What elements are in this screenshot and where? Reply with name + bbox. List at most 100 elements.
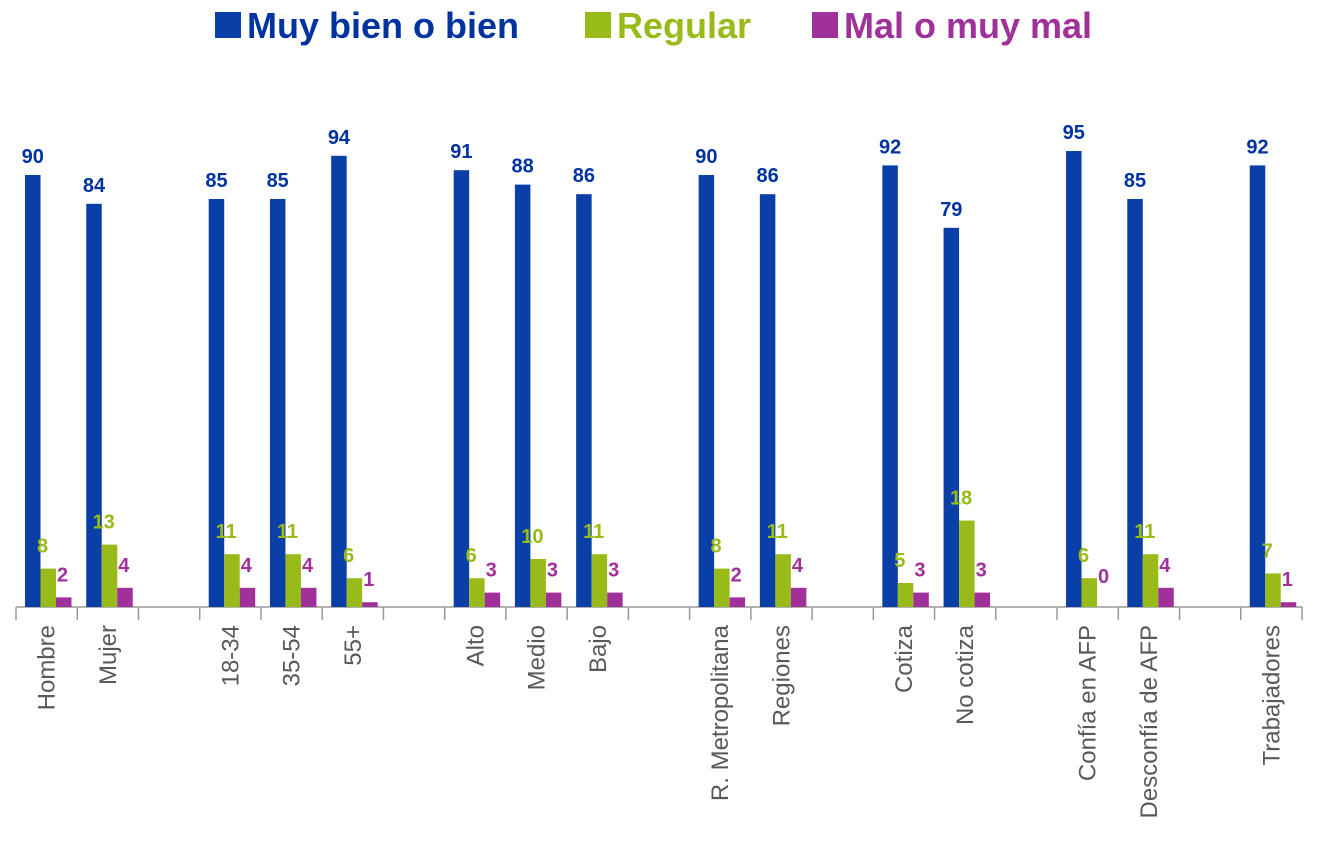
value-label: 8	[37, 536, 48, 558]
bar	[1249, 165, 1266, 607]
bar	[269, 199, 286, 607]
bar	[591, 554, 608, 607]
x-tick-label: 18-34	[217, 625, 244, 686]
bar	[1280, 602, 1297, 607]
x-tick-label: Cotiza	[891, 624, 918, 693]
bar	[943, 227, 960, 608]
value-label: 11	[1134, 521, 1155, 543]
bar	[882, 165, 898, 607]
value-label: 4	[302, 555, 314, 577]
bar	[56, 597, 72, 607]
value-label: 1	[363, 569, 374, 591]
bar	[897, 583, 914, 607]
value-label: 85	[267, 170, 289, 192]
x-tick-label: Mujer	[95, 625, 122, 685]
value-label: 4	[1159, 555, 1171, 577]
bar	[530, 559, 546, 607]
value-label: 11	[583, 521, 604, 543]
legend-label: Regular	[617, 5, 751, 46]
value-label: 3	[486, 560, 497, 582]
x-tick-label: Medio	[524, 625, 551, 690]
bar	[1142, 554, 1159, 607]
x-tick-label: Desconfía de AFP	[1136, 625, 1163, 818]
bar	[607, 592, 623, 607]
bar	[1265, 573, 1281, 607]
value-label: 90	[695, 146, 717, 168]
x-tick-label: R. Metropolitana	[707, 624, 734, 801]
value-label: 94	[328, 127, 351, 149]
x-tick-label: Alto	[462, 625, 489, 666]
x-tick-label: 55+	[340, 625, 367, 666]
x-tick-label: No cotiza	[952, 624, 979, 725]
x-tick-label: Bajo	[585, 625, 612, 673]
bar	[239, 587, 256, 607]
value-label: 88	[512, 156, 534, 178]
bar	[300, 587, 317, 607]
value-label: 11	[216, 521, 237, 543]
value-label: 8	[711, 536, 722, 558]
bar	[1081, 578, 1098, 607]
bar	[86, 203, 102, 608]
value-label: 4	[241, 555, 253, 577]
bar	[974, 592, 991, 607]
value-label: 18	[950, 488, 972, 510]
value-label: 90	[22, 146, 44, 168]
value-label: 95	[1063, 122, 1085, 144]
bar	[362, 602, 378, 607]
bar	[790, 587, 807, 607]
bar	[453, 170, 470, 607]
value-label: 6	[466, 545, 477, 567]
value-label: 13	[93, 512, 115, 534]
bar	[576, 194, 592, 607]
value-label: 0	[1098, 566, 1109, 588]
bar	[25, 175, 41, 607]
value-label: 3	[547, 560, 558, 582]
bar	[117, 587, 133, 607]
value-label: 10	[521, 526, 543, 548]
value-label: 11	[767, 521, 788, 543]
value-label: 6	[343, 545, 354, 567]
bar	[959, 520, 975, 607]
bar	[913, 592, 929, 607]
bar	[729, 597, 746, 607]
x-tick-label: Trabajadores	[1258, 625, 1285, 766]
legend-swatch	[812, 12, 838, 38]
bar	[759, 194, 776, 607]
bar	[484, 592, 501, 607]
x-tick-label: 35-54	[279, 625, 306, 686]
value-label: 85	[205, 170, 227, 192]
value-label: 6	[1078, 545, 1089, 567]
value-label: 79	[940, 199, 962, 221]
bar	[545, 592, 562, 607]
value-label: 86	[573, 165, 595, 187]
value-label: 86	[756, 165, 778, 187]
bar	[1158, 587, 1174, 607]
bar	[331, 155, 347, 608]
value-label: 3	[976, 560, 987, 582]
bar	[1127, 199, 1143, 607]
value-label: 4	[792, 555, 804, 577]
value-label: 4	[118, 555, 130, 577]
bar	[714, 568, 730, 607]
value-label: 1	[1282, 569, 1293, 591]
legend-swatch	[215, 12, 241, 38]
x-tick-label: Hombre	[34, 625, 61, 710]
value-label: 91	[450, 141, 472, 163]
x-tick-label: Regiones	[768, 625, 795, 726]
bar	[208, 199, 225, 607]
legend-label: Mal o muy mal	[844, 5, 1092, 46]
bar	[224, 554, 240, 607]
bar	[775, 554, 791, 607]
value-label: 3	[914, 560, 925, 582]
value-label: 92	[879, 136, 901, 158]
value-label: 7	[1262, 540, 1273, 562]
x-tick-label: Confía en AFP	[1075, 625, 1102, 781]
legend-swatch	[585, 12, 611, 38]
value-label: 11	[277, 521, 298, 543]
bar	[469, 578, 485, 607]
value-label: 84	[83, 175, 106, 197]
bar	[698, 175, 715, 607]
value-label: 2	[57, 564, 68, 586]
value-label: 92	[1246, 136, 1268, 158]
